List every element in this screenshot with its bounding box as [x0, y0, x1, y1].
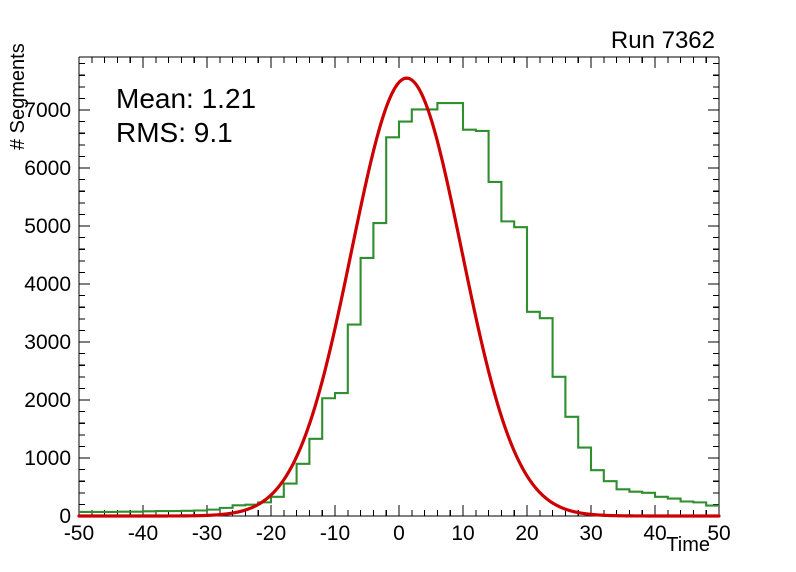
y-tick-label: 0: [59, 505, 71, 528]
histogram-series: [79, 102, 719, 513]
y-tick-label: 3000: [24, 331, 71, 354]
y-tick-label: 1000: [24, 447, 71, 470]
y-tick-label: 6000: [24, 157, 71, 180]
y-axis-title: # Segments: [7, 43, 29, 150]
x-tick-label: 40: [643, 522, 666, 545]
x-tick-label: 30: [579, 522, 602, 545]
stat-rms: RMS: 9.1: [116, 117, 233, 148]
x-tick-label: -30: [192, 522, 222, 545]
x-tick-label: 0: [393, 522, 405, 545]
y-tick-label: 2000: [24, 389, 71, 412]
y-tick-label: 4000: [24, 273, 71, 296]
x-tick-label: 10: [451, 522, 474, 545]
y-axis-ticks: [79, 63, 719, 517]
y-axis-tick-labels: 0 1000 2000 3000 4000 5000 6000 7000: [24, 99, 71, 528]
x-tick-label: -50: [64, 522, 94, 545]
x-tick-label: -10: [320, 522, 350, 545]
page-title: Run 7362: [611, 27, 715, 54]
x-tick-label: -40: [128, 522, 158, 545]
gaussian-fit-series: [77, 76, 721, 518]
y-tick-label: 7000: [24, 99, 71, 122]
x-tick-label: -20: [256, 522, 286, 545]
x-tick-label: 50: [707, 522, 730, 545]
stat-mean: Mean: 1.21: [116, 83, 256, 114]
y-tick-label: 5000: [24, 215, 71, 238]
x-tick-label: 20: [515, 522, 538, 545]
x-axis-title: Time: [666, 534, 710, 556]
x-axis-tick-labels: -50 -40 -30 -20 -10 0 10 20 30 40 50: [64, 522, 731, 545]
